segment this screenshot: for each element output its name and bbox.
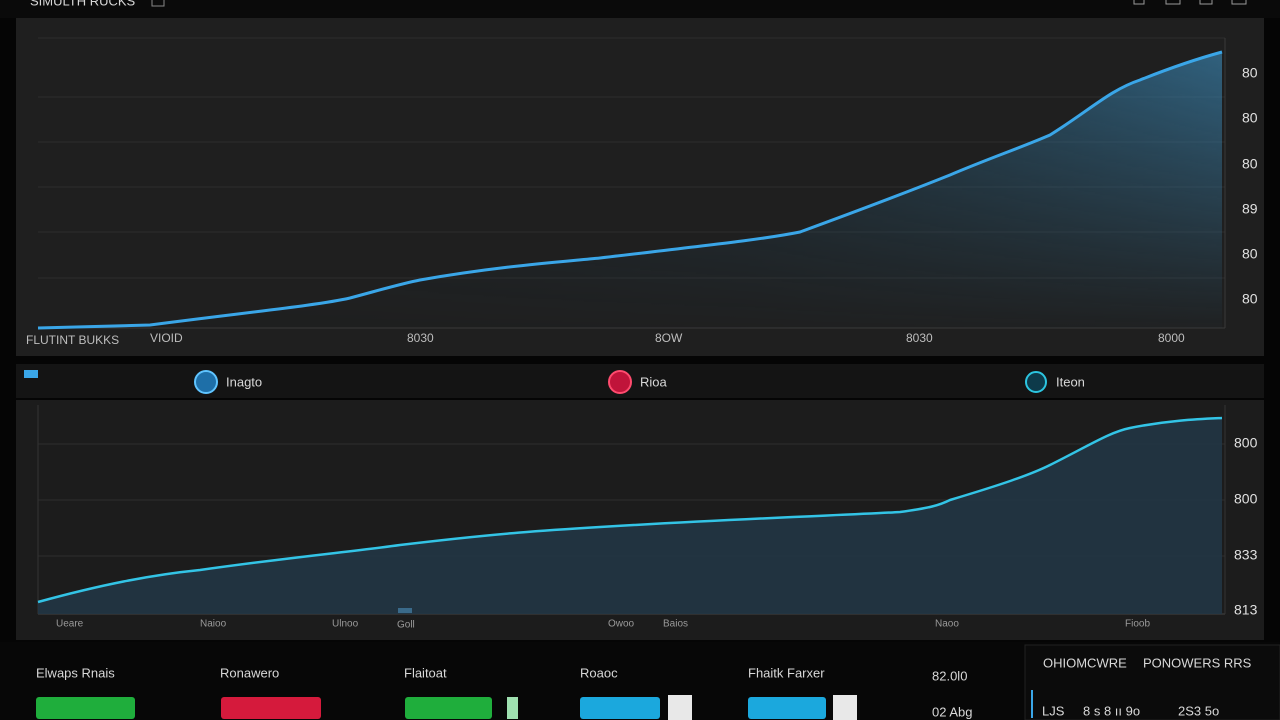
y-label: 80	[1242, 65, 1258, 81]
x-label: 8OW	[655, 331, 683, 345]
legend-icon[interactable]	[608, 370, 632, 394]
y-label: 800	[1234, 491, 1258, 507]
divider	[1031, 690, 1033, 718]
status-bar	[833, 695, 857, 720]
side-title: OHIOMCWRE	[1043, 655, 1127, 670]
x-label: Ulnoo	[332, 619, 359, 630]
top-line	[37, 50, 1223, 330]
side-reading: 2S3 5o	[1178, 703, 1219, 718]
x-label: Baios	[663, 619, 688, 630]
legend-item[interactable]: Iteon	[1056, 374, 1085, 389]
control[interactable]	[1133, 0, 1145, 5]
y-label: 800	[1234, 435, 1258, 451]
status-bar[interactable]	[580, 697, 660, 719]
x-label: Naoo	[935, 619, 959, 630]
legend-item[interactable]: Rioa	[640, 374, 668, 389]
top-area	[38, 52, 1222, 328]
y-label: 80	[1242, 156, 1258, 172]
bottom-line	[37, 416, 1223, 604]
app-title: SIMULTH RUCKS	[30, 0, 136, 8]
status-bar	[668, 695, 692, 720]
metric-label: Elwaps Rnais	[36, 665, 115, 680]
x-label: Ueare	[56, 619, 84, 630]
control[interactable]	[1231, 0, 1247, 5]
x-label: Owoo	[608, 619, 635, 630]
marker	[398, 608, 412, 613]
x-label: VIOID	[150, 331, 183, 345]
legend-bar	[16, 364, 1264, 398]
x-label: FLUTINT BUKKS	[26, 333, 119, 347]
x-label: 8000	[1158, 331, 1185, 345]
control[interactable]	[1165, 0, 1181, 5]
x-label: 8030	[906, 331, 933, 345]
bottom-area	[38, 418, 1222, 614]
value-readout: 82.0l0	[932, 668, 967, 683]
y-label: 80	[1242, 291, 1258, 307]
metric-label: Flaitoat	[404, 665, 447, 680]
side-panel	[1024, 644, 1280, 720]
y-label: 80	[1242, 246, 1258, 262]
side-prefix: LJS	[1042, 703, 1065, 718]
side-alert: PONOWERS RRS	[1143, 655, 1252, 670]
window-controls	[1133, 0, 1247, 5]
status-bar[interactable]	[748, 697, 826, 719]
y-label: 89	[1242, 201, 1258, 217]
title-icon[interactable]	[151, 0, 165, 7]
x-label: Naioo	[200, 619, 227, 630]
y-label: 80	[1242, 110, 1258, 126]
legend-icon[interactable]	[1025, 371, 1047, 393]
value-readout: 02 Abg	[932, 704, 973, 719]
status-bar[interactable]	[36, 697, 135, 719]
menu-icon[interactable]	[24, 370, 38, 378]
top-bar	[0, 0, 1280, 18]
status-bar[interactable]	[221, 697, 321, 719]
x-label: Fioob	[1125, 619, 1150, 630]
side-codes: 8 s 8 ıı 9o	[1083, 703, 1140, 718]
x-label: Goll	[397, 620, 415, 631]
status-bar	[507, 697, 518, 719]
legend-icon[interactable]	[194, 370, 218, 394]
control[interactable]	[1199, 0, 1213, 5]
metric-label: Ronawero	[220, 665, 279, 680]
x-label: 8030	[407, 331, 434, 345]
metric-label: Roaoc	[580, 665, 618, 680]
y-label: 833	[1234, 547, 1258, 563]
y-label: 813	[1234, 602, 1258, 618]
status-bar[interactable]	[405, 697, 492, 719]
legend-item[interactable]: Inagto	[226, 374, 262, 389]
metric-label: Fhaitk Farxer	[748, 665, 825, 680]
